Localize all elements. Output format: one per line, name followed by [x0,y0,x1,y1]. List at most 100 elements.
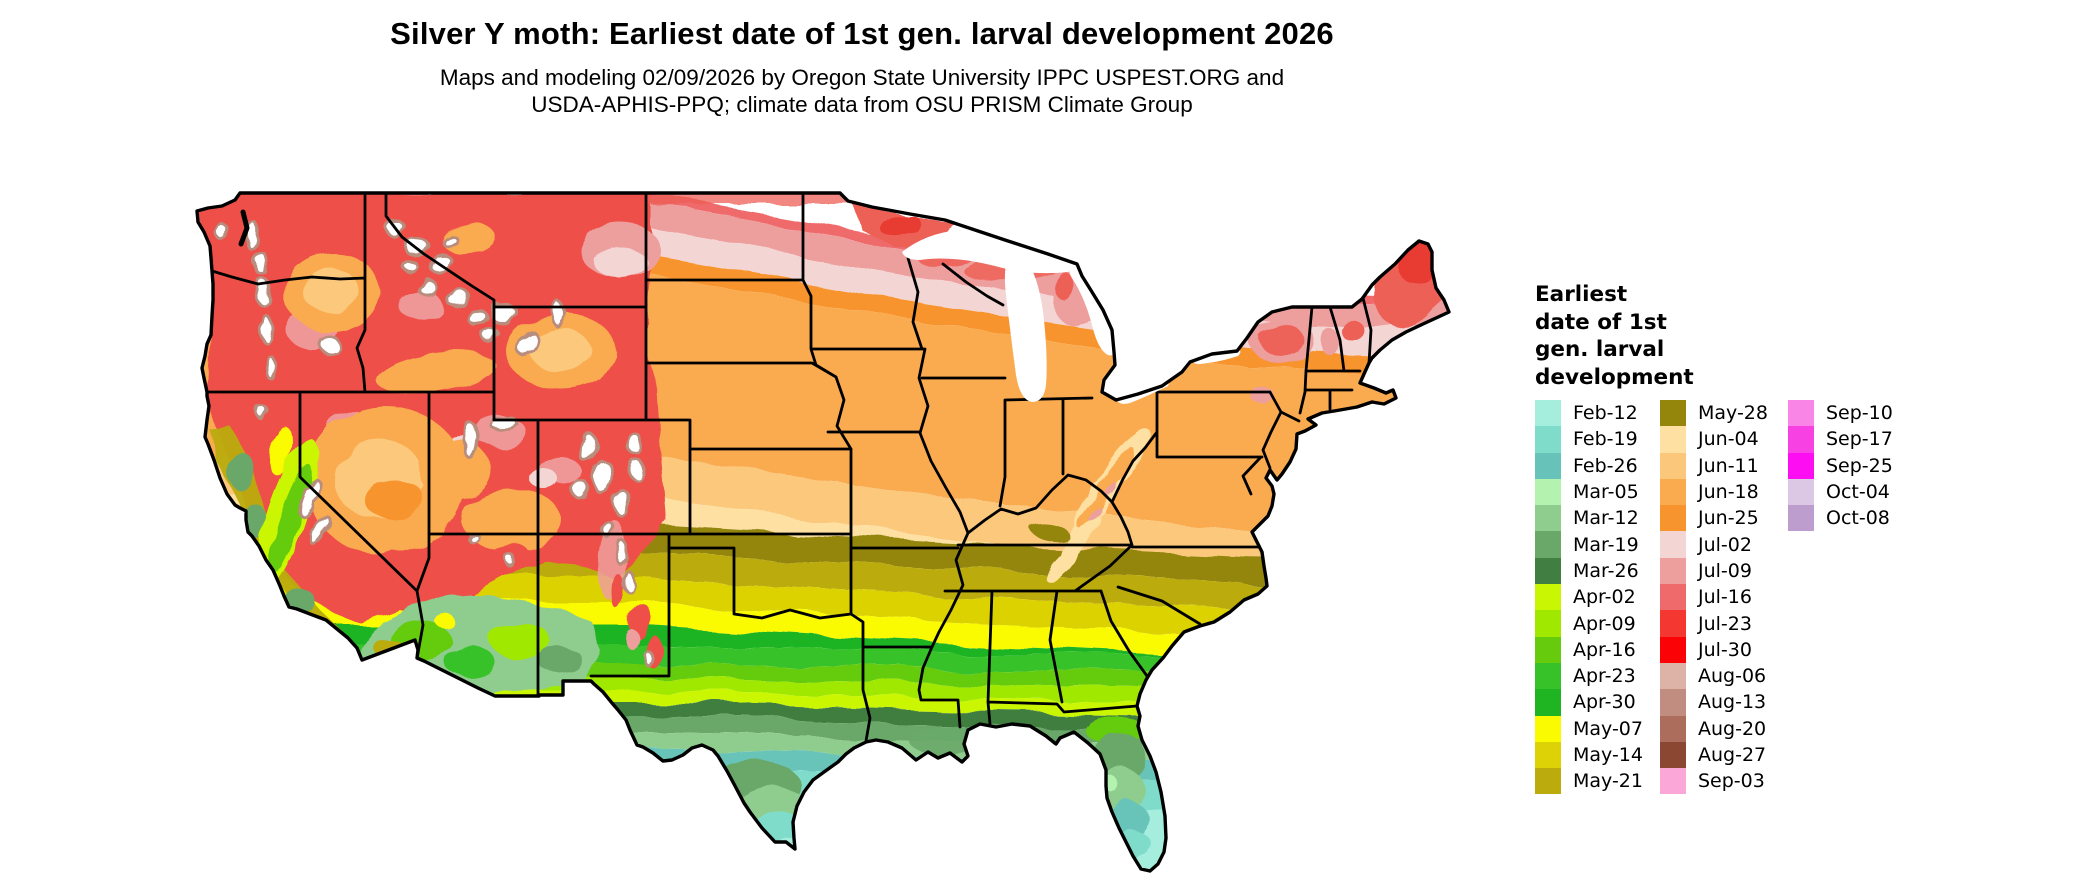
legend-label: Oct-04 [1826,481,1890,504]
subtitle-line-1: Maps and modeling 02/09/2026 by Oregon S… [439,65,1285,90]
legend-row: Apr-23 [1535,662,1643,690]
legend-swatch [1660,531,1686,558]
us-outline [195,191,1451,873]
legend-swatch [1788,400,1814,427]
legend-label: Sep-03 [1698,770,1765,793]
legend-column: May-28 Jun-04 Jun-11 Jun-18 Jun-25 Jul-02 Jul-… [1660,400,1768,795]
legend-label: Jun-18 [1698,481,1759,504]
legend-swatch [1660,584,1686,611]
legend-row: Jun-18 [1660,478,1768,506]
legend-row: Jul-30 [1660,636,1768,663]
legend-row: Apr-16 [1535,636,1643,663]
legend-swatch [1535,636,1561,663]
header: Silver Y moth: Earliest date of 1st gen.… [0,0,1724,118]
legend-label: Mar-26 [1573,559,1639,582]
legend-row: Jun-04 [1660,426,1768,453]
legend-swatch [1535,768,1561,795]
legend-title: Earliest date of 1st gen. larval develop… [1535,282,1694,390]
lake-michigan [1004,255,1047,402]
lake-huron [1069,262,1118,356]
legend-label: Jul-02 [1698,533,1752,556]
legend-row: Jul-02 [1660,531,1768,558]
legend-label: May-07 [1573,717,1643,740]
legend-label: Jun-04 [1698,428,1759,451]
legend-label: Jul-23 [1698,612,1752,635]
legend-row: Mar-19 [1535,531,1643,558]
legend-row: Jun-11 [1660,452,1768,479]
band-Feb-12 [197,800,1449,871]
legend-swatch [1535,400,1561,427]
legend-label: Mar-19 [1573,533,1639,556]
legend-row: Jul-23 [1660,610,1768,637]
legend-swatch [1535,531,1561,558]
legend-swatch [1660,478,1686,506]
legend-row: Feb-19 [1535,426,1643,453]
legend-swatch [1660,715,1686,742]
legend-label: Mar-12 [1573,507,1639,530]
legend-swatch [1660,426,1686,453]
legend-column: Sep-10 Sep-17 Sep-25 Oct-04 Oct-08 [1788,400,1893,532]
legend-label: Mar-05 [1573,481,1639,504]
legend-swatch [1660,557,1686,585]
legend-row: Aug-13 [1660,689,1768,716]
legend: Earliest date of 1st gen. larval develop… [1535,281,2095,800]
legend-swatch [1660,741,1686,769]
legend-swatch [1660,452,1686,479]
us-map [150,130,1540,892]
legend-label: Apr-23 [1573,665,1636,688]
page-title: Silver Y moth: Earliest date of 1st gen.… [390,16,1334,51]
legend-swatch [1535,557,1561,585]
legend-label: May-21 [1573,770,1643,793]
legend-label: Aug-20 [1698,717,1767,740]
legend-row: Jul-16 [1660,584,1768,611]
legend-label: Apr-30 [1573,691,1636,714]
legend-row: Sep-10 [1788,400,1893,427]
legend-row: Sep-17 [1788,426,1893,453]
legend-label: Feb-12 [1573,402,1638,425]
legend-row: Oct-08 [1788,505,1893,532]
legend-label: Jul-30 [1698,638,1752,661]
legend-row: Jun-25 [1660,505,1768,532]
legend-swatch [1660,505,1686,532]
legend-row: Mar-12 [1535,505,1643,532]
legend-row: May-07 [1535,715,1643,742]
legend-row: Aug-27 [1660,741,1768,769]
legend-swatch [1535,584,1561,611]
legend-row: Apr-02 [1535,584,1643,611]
legend-label: Apr-02 [1573,586,1636,609]
legend-label: Aug-27 [1698,744,1767,766]
legend-row: Oct-04 [1788,478,1893,506]
legend-row: Sep-03 [1660,768,1768,795]
band-Feb-19 [197,768,1449,816]
legend-swatch [1660,610,1686,637]
legend-label: Oct-08 [1826,507,1890,530]
legend-label: Jul-16 [1698,586,1752,609]
subtitle: Maps and modeling 02/09/2026 by Oregon S… [0,64,1724,118]
legend-row: Apr-09 [1535,610,1643,637]
state-borders [205,193,1373,743]
legend-swatch [1788,452,1814,479]
legend-label: Aug-13 [1698,691,1767,714]
legend-label: Sep-25 [1826,454,1893,477]
subtitle-line-2: USDA-APHIS-PPQ; climate data from OSU PR… [531,92,1193,117]
legend-columns: Feb-12 Feb-19 Feb-26 Mar-05 Mar-12 Mar-19 Mar-… [1535,400,2095,800]
legend-swatch [1535,689,1561,716]
legend-swatch [1535,478,1561,506]
legend-swatch [1660,662,1686,690]
legend-swatch [1660,689,1686,716]
legend-swatch [1660,768,1686,795]
legend-label: Feb-19 [1573,428,1638,451]
legend-swatch [1788,426,1814,453]
legend-row: Mar-26 [1535,557,1643,585]
legend-row: Aug-06 [1660,662,1768,690]
legend-row: Feb-26 [1535,452,1643,479]
legend-swatch [1535,610,1561,637]
legend-swatch [1660,400,1686,427]
legend-swatch [1535,452,1561,479]
legend-swatch [1535,741,1561,769]
legend-swatch [1660,636,1686,663]
legend-label: Jun-25 [1698,507,1759,530]
legend-row: Aug-20 [1660,715,1768,742]
legend-label: May-14 [1573,744,1643,766]
